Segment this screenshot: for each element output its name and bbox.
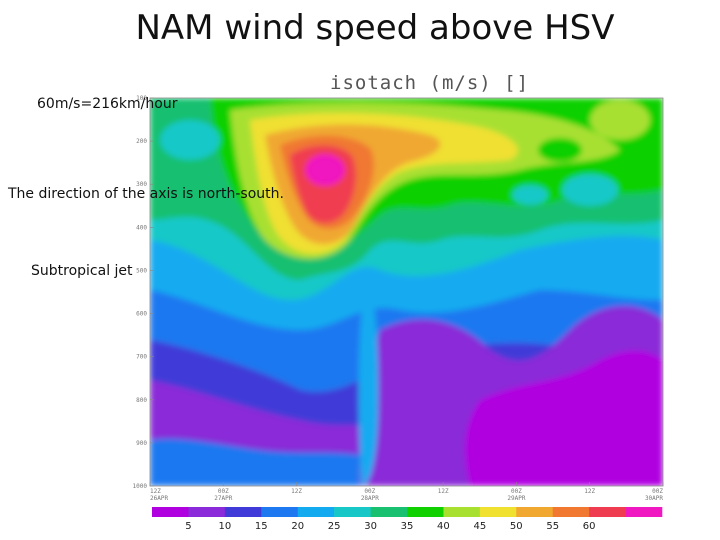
colorbar: 5 10 15 20 25 30 35 40 45 50 55 60 (152, 507, 663, 532)
colorbar-swatch (407, 507, 444, 517)
x-tick-time: 12Z (150, 488, 161, 495)
annotation-conversion: 60m/s=216km/hour (37, 96, 178, 112)
colorbar-label: 30 (364, 521, 377, 532)
colorbar-label: 25 (328, 521, 341, 532)
wind-speed-field (150, 98, 663, 486)
colorbar-swatch (297, 507, 335, 517)
y-tick-label: 500 (136, 267, 147, 274)
y-tick-label: 700 (136, 354, 147, 361)
colorbar-swatch (443, 507, 481, 517)
x-tick-date: 29APR (507, 495, 525, 502)
colorbar-label: 10 (218, 521, 231, 532)
colorbar-swatch (370, 507, 408, 517)
colorbar-label: 45 (473, 521, 486, 532)
y-tick-label: 800 (136, 397, 147, 404)
x-tick-time: 00Z (511, 488, 522, 495)
x-tick-time: 00Z (652, 488, 663, 495)
colorbar-label: 60 (583, 521, 596, 532)
annotation-subtropical-jet: Subtropical jet (31, 263, 133, 279)
x-tick-date: 27APR (214, 495, 232, 502)
colorbar-label: 40 (437, 521, 450, 532)
y-tick-label: 400 (136, 224, 147, 231)
y-tick-label: 1000 (133, 483, 148, 490)
colorbar-label: 55 (546, 521, 559, 532)
colorbar-swatch (589, 507, 626, 517)
colorbar-swatch (625, 507, 663, 517)
y-tick-label: 900 (136, 440, 147, 447)
y-tick-label: 600 (136, 311, 147, 318)
x-tick-date: 28APR (361, 495, 379, 502)
x-tick-time: 00Z (218, 488, 229, 495)
colorbar-label: 50 (510, 521, 523, 532)
colorbar-swatch (188, 507, 226, 517)
colorbar-swatch (224, 507, 262, 517)
y-tick-label: 300 (136, 181, 147, 188)
x-tick-date: 26APR (150, 495, 168, 502)
colorbar-swatch (261, 507, 299, 517)
y-tick-label: 100 (136, 95, 147, 102)
colorbar-label: 15 (255, 521, 268, 532)
annotation-axis-direction: The direction of the axis is north-south… (8, 186, 284, 202)
y-axis: 100 200 300 400 500 600 700 800 900 1000 (133, 95, 154, 490)
y-tick-label: 200 (136, 138, 147, 145)
colorbar-swatch (479, 507, 517, 517)
x-tick-time: 00Z (364, 488, 375, 495)
slide-title: NAM wind speed above HSV (135, 8, 615, 48)
colorbar-label: 35 (401, 521, 414, 532)
x-tick-time: 12Z (584, 488, 595, 495)
plot-title: isotach (m/s) [] (330, 72, 530, 94)
colorbar-swatch (334, 507, 371, 517)
colorbar-swatch (152, 507, 189, 517)
colorbar-label: 20 (291, 521, 304, 532)
x-tick-time: 12Z (291, 488, 302, 495)
colorbar-label: 5 (185, 521, 191, 532)
colorbar-swatch (516, 507, 554, 517)
x-tick-date: 30APR (645, 495, 663, 502)
plot-frame (149, 97, 664, 487)
colorbar-swatch (552, 507, 590, 517)
x-tick-time: 12Z (438, 488, 449, 495)
